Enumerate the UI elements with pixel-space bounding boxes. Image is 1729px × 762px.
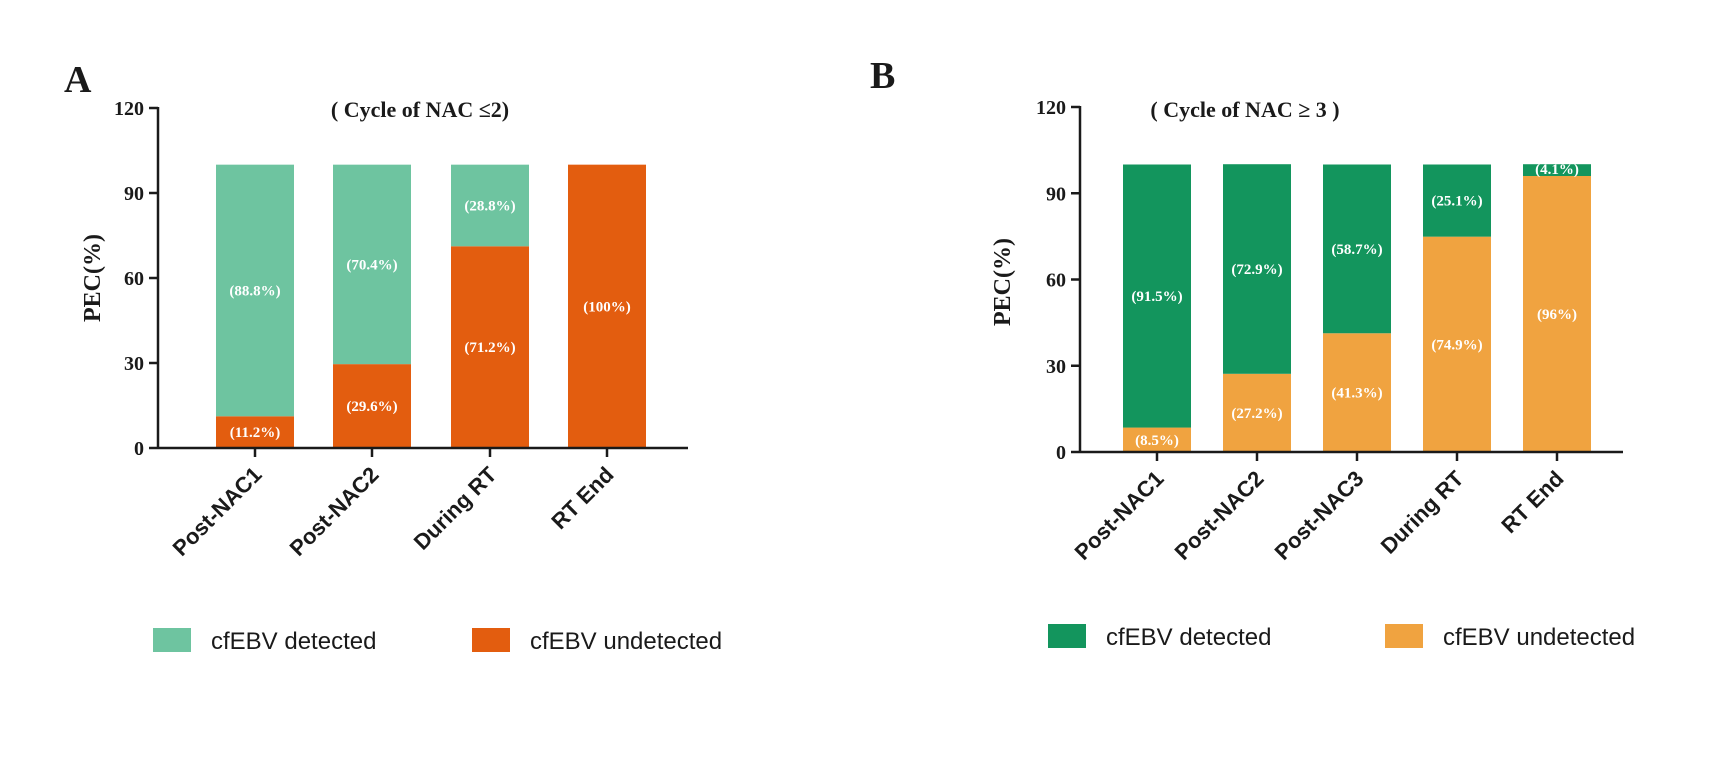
panel-a-data-label: (29.6%) [346,399,397,415]
panel-a-data-label: (71.2%) [464,340,515,356]
panel-b-bar-1-cfebv-detected [1223,164,1291,374]
panel-a-data-label: (88.8%) [229,283,280,299]
panel-b-data-label: (72.9%) [1231,262,1282,278]
panel-b-ytick-label: 30 [1046,356,1066,378]
panel-b-ytick-label: 120 [1036,97,1066,119]
panel-b-data-label: (41.3%) [1331,386,1382,402]
panel-b: B ( Cycle of NAC ≥ 3 ) PEC(%) (8.5%) (91.… [870,55,1635,651]
panel-b-xtick-label: Post-NAC1 [1070,466,1169,565]
panel-a-xtick-label: RT End [546,462,618,534]
panel-b-plot: (8.5%) (91.5%) (27.2%) (72.9%) (41.3%) (58.7%… [1036,97,1635,651]
panel-b-ylabel: PEC(%) [990,238,1016,326]
panel-a: A ( Cycle of NAC ≤2) PEC(%) (11.2%) (88.8… [64,59,722,655]
panel-b-data-label: (74.9%) [1431,337,1482,353]
panel-b-bar-4-cfebv-detected [1523,164,1591,176]
panel-b-data-label: (4.1%) [1535,162,1579,178]
panel-b-data-label: (91.5%) [1131,289,1182,305]
panel-a-data-label: (100%) [583,299,631,315]
panel-b-ytick-label: 0 [1056,442,1066,464]
panel-a-data-label: (70.4%) [346,257,397,273]
panel-a-bar-2-cfebv-undetected [451,246,529,448]
panel-b-legend-swatch [1385,624,1423,648]
panel-b-bar-0-cfebv-undetected [1123,427,1191,452]
panel-a-bar-0-cfebv-detected [216,164,294,417]
panel-a-letter: A [64,59,92,101]
panel-a-ytick-label: 120 [114,98,144,120]
panel-a-legend-label: cfEBV detected [211,628,376,655]
panel-a-bar-1-cfebv-detected [333,164,411,365]
panel-b-xtick-label: Post-NAC3 [1270,466,1369,565]
panel-a-bar-0-cfebv-undetected [216,416,294,448]
panel-a-xtick-label: Post-NAC1 [168,462,267,561]
panel-a-ytick-label: 60 [124,268,144,290]
panel-b-xtick-label: Post-NAC2 [1170,466,1269,565]
panel-a-xtick-label: During RT [409,461,502,554]
panel-b-xtick-label: During RT [1376,465,1469,558]
panel-b-ytick-label: 60 [1046,270,1066,292]
panel-a-bar-3-cfebv-undetected [568,164,646,448]
panel-a-plot: (11.2%) (88.8%) (29.6%) (70.4%) (71.2%) (28.8… [114,98,722,655]
panel-b-legend-swatch [1048,624,1086,648]
panel-a-ytick-label: 0 [134,438,144,460]
panel-b-legend-label: cfEBV detected [1106,624,1271,651]
panel-b-bar-0-cfebv-detected [1123,164,1191,428]
panel-a-bar-1-cfebv-undetected [333,364,411,448]
panel-b-data-label: (27.2%) [1231,406,1282,422]
panel-b-bar-1-cfebv-undetected [1223,373,1291,452]
panel-a-legend-swatch [153,628,191,652]
panel-a-xtick-label: Post-NAC2 [285,462,384,561]
panel-b-data-label: (58.7%) [1331,242,1382,258]
panel-a-title: ( Cycle of NAC ≤2) [331,97,509,122]
panel-b-bar-3-cfebv-undetected [1423,236,1491,452]
panel-b-data-label: (25.1%) [1431,194,1482,210]
panel-b-bar-4-cfebv-undetected [1523,176,1591,452]
panel-a-data-label: (11.2%) [230,425,280,441]
panel-b-xtick-label: RT End [1496,466,1568,538]
panel-a-ytick-label: 90 [124,183,144,205]
panel-a-legend-swatch [472,628,510,652]
panel-a-legend-label: cfEBV undetected [530,628,722,655]
panel-b-title: ( Cycle of NAC ≥ 3 ) [1150,97,1339,122]
panel-b-data-label: (8.5%) [1135,433,1179,449]
panel-b-bar-2-cfebv-undetected [1323,333,1391,452]
panel-b-data-label: (96%) [1537,307,1577,323]
panel-a-bar-2-cfebv-detected [451,164,529,247]
panel-a-ytick-label: 30 [124,353,144,375]
panel-a-ylabel: PEC(%) [80,234,106,322]
panel-b-legend-label: cfEBV undetected [1443,624,1635,651]
panel-b-bar-2-cfebv-detected [1323,164,1391,334]
panel-b-ytick-label: 90 [1046,183,1066,205]
panel-b-letter: B [870,55,895,97]
panel-b-bar-3-cfebv-detected [1423,164,1491,237]
panel-a-data-label: (28.8%) [464,198,515,214]
